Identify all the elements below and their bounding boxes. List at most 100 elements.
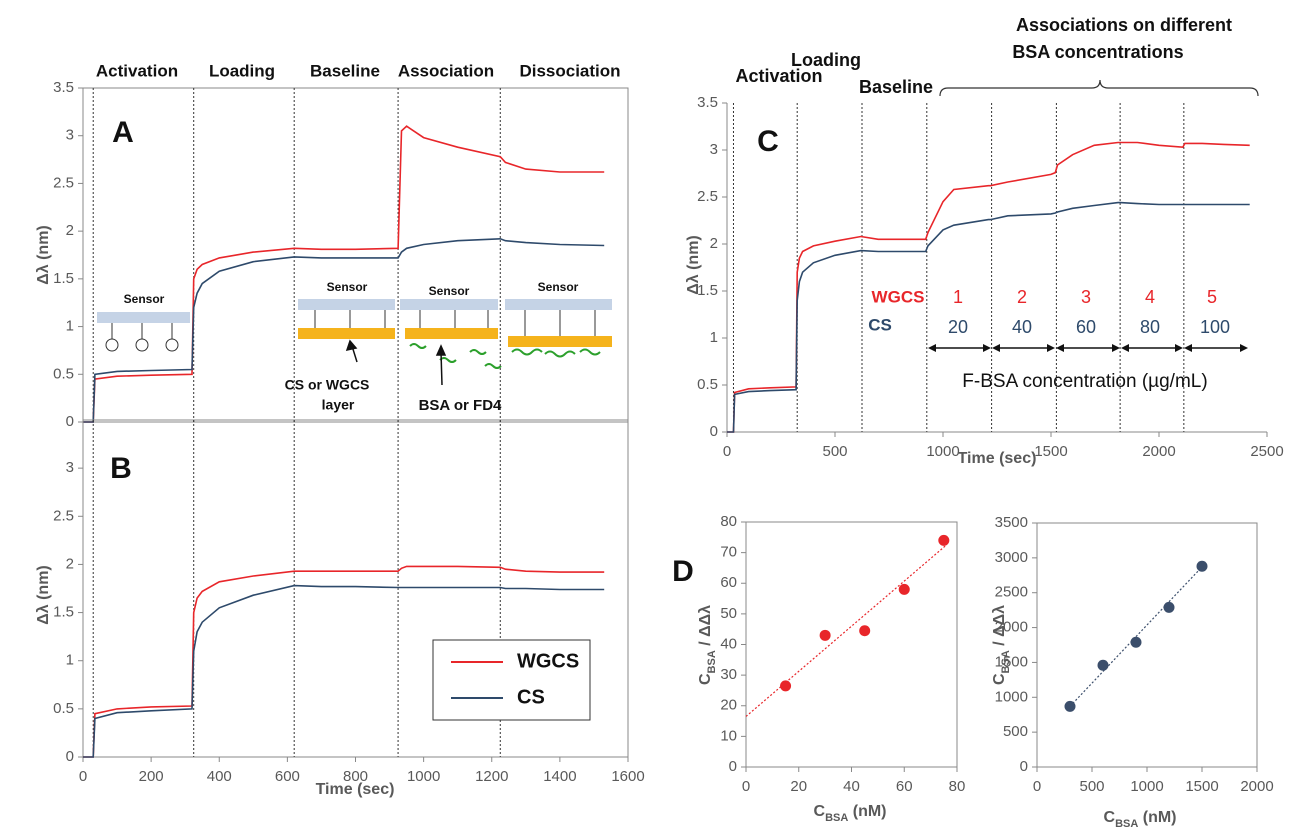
trendline	[745, 544, 947, 717]
sensor-bar	[505, 299, 612, 310]
sensor-bar	[400, 299, 498, 310]
y-tick-label: 0	[710, 423, 718, 440]
data-point	[1196, 560, 1208, 572]
segment-number: 2	[1017, 287, 1027, 307]
sensor-bar	[298, 299, 395, 310]
axis-title-part: BSA	[1115, 818, 1138, 829]
polymer-layer	[405, 328, 498, 339]
y-tick-label: 60	[720, 574, 737, 591]
y-tick-label: 1	[66, 318, 74, 335]
axis-title-part: C	[697, 673, 714, 685]
y-tick-label: 2	[710, 235, 718, 252]
y-tick-label: 500	[1003, 723, 1028, 740]
axis-title-part: / ΔΔλ	[697, 605, 714, 650]
y-tick-label: 2	[66, 222, 74, 239]
y-tick-label: 1.5	[697, 282, 718, 299]
y-tick-label: 30	[720, 666, 737, 683]
axis-title: Δλ (nm)	[35, 225, 52, 285]
axis-title-part: BSA	[706, 650, 718, 673]
legend-label: CS	[517, 686, 545, 708]
annotation: Loading	[791, 50, 861, 70]
annotation: Dissociation	[519, 61, 620, 80]
plot-frame	[82, 87, 629, 423]
axis-title-part: C	[814, 803, 826, 820]
y-tick-label: 0	[66, 413, 74, 430]
axis-title: Δλ (nm)	[35, 565, 52, 625]
annotation: Activation	[96, 61, 178, 80]
panel-label: A	[112, 116, 134, 149]
molecules	[105, 323, 179, 352]
axis-title: Time (sec)	[958, 450, 1037, 467]
y-tick-label: 0.5	[53, 700, 74, 717]
plot-frame	[1036, 522, 1258, 768]
annotation: Associations on different	[1016, 15, 1232, 35]
annotation: Sensor	[429, 284, 470, 298]
polymer-layer	[508, 336, 612, 347]
axis-title-part: Time (sec)	[958, 450, 1037, 467]
x-tick-label: 1200	[475, 768, 508, 785]
annotation: Loading	[209, 61, 275, 80]
axis-title-part: Δλ (nm)	[35, 225, 52, 285]
annotation: BSA or FD4	[419, 397, 502, 414]
trendline	[1069, 566, 1203, 707]
y-tick-label: 3.5	[697, 94, 718, 111]
y-tick-label: 2000	[995, 619, 1028, 636]
y-tick-label: 2.5	[697, 188, 718, 205]
y-tick-label: 70	[720, 544, 737, 561]
series-line	[727, 201, 1250, 433]
arrows	[345, 339, 447, 386]
y-tick-label: 1500	[995, 653, 1028, 670]
plot-frame	[745, 521, 958, 768]
y-tick-label: 80	[720, 513, 737, 530]
segment-number: 5	[1207, 287, 1217, 307]
concentration: 100	[1200, 317, 1230, 337]
x-tick-label: 80	[949, 778, 966, 795]
polymer-layer	[298, 328, 395, 339]
x-tick-label: 0	[723, 443, 731, 460]
x-tick-label: 40	[843, 778, 860, 795]
data-point	[780, 680, 792, 692]
y-tick-label: 2.5	[53, 507, 74, 524]
x-tick-label: 1500	[1185, 778, 1218, 795]
annotation: layer	[322, 397, 355, 413]
axis-title-part: Δλ (nm)	[685, 235, 702, 295]
legend-label: WGCS	[517, 650, 579, 672]
annotation: Sensor	[538, 280, 579, 294]
y-tick-label: 0	[1020, 758, 1028, 775]
x-tick-label: 400	[207, 768, 232, 785]
y-tick-label: 1000	[995, 688, 1028, 705]
y-tick-label: 3	[66, 459, 74, 476]
axis-title: Time (sec)	[316, 781, 395, 798]
x-tick-label: 2000	[1240, 778, 1273, 795]
y-tick-label: 0	[66, 748, 74, 765]
axis-title-part: (nM)	[848, 803, 886, 820]
y-tick-label: 0	[729, 758, 737, 775]
x-tick-label: 60	[896, 778, 913, 795]
concentration: 40	[1012, 317, 1032, 337]
x-tick-label: 0	[1033, 778, 1041, 795]
annotation: BSA concentrations	[1012, 42, 1183, 62]
y-tick-label: 2500	[995, 584, 1028, 601]
data-point	[1130, 636, 1142, 648]
data-point	[859, 625, 871, 637]
x-tick-label: 800	[343, 768, 368, 785]
panel-label: C	[757, 125, 779, 158]
segment-number: 3	[1081, 287, 1091, 307]
x-tick-label: 2000	[1142, 443, 1175, 460]
y-tick-label: 2	[66, 555, 74, 572]
y-tick-label: 1.5	[53, 604, 74, 621]
annotation: Activation	[735, 66, 822, 86]
segment-number: 1	[953, 287, 963, 307]
y-tick-label: 1	[710, 329, 718, 346]
x-tick-label: 200	[139, 768, 164, 785]
axis-title: CBSA / ΔΔλ	[697, 605, 718, 685]
y-tick-label: 10	[720, 727, 737, 744]
y-tick-label: 50	[720, 605, 737, 622]
y-tick-label: 0.5	[53, 365, 74, 382]
series-line	[83, 125, 605, 423]
series-line	[83, 237, 605, 423]
y-tick-label: 0.5	[697, 376, 718, 393]
axis-title-part: Δλ (nm)	[35, 565, 52, 625]
data-point	[938, 534, 950, 546]
